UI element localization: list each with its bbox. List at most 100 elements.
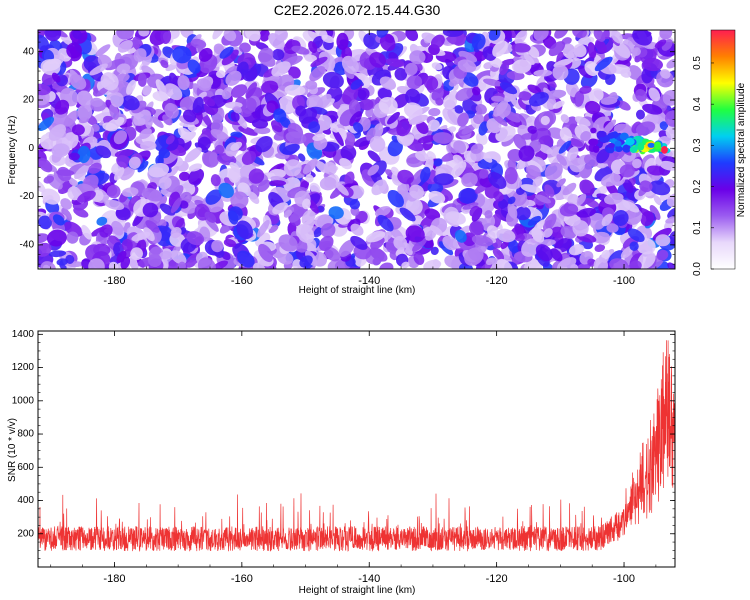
spectrogram-cell <box>562 182 577 196</box>
spectrogram-cell <box>483 78 503 87</box>
spectrogram-cell <box>559 127 573 142</box>
spectrogram-cell <box>635 89 647 102</box>
spectrogram-cell <box>115 207 131 221</box>
spectrogram-cell <box>236 250 255 268</box>
spectrogram-cell <box>52 214 65 226</box>
spectrogram-cell <box>619 164 635 178</box>
x-tick-label: -120 <box>486 275 508 287</box>
spectrogram-cell <box>655 234 671 247</box>
spectrogram-cell <box>642 103 663 115</box>
spectrogram-cell <box>177 127 193 141</box>
spectrogram-cell <box>349 111 363 127</box>
spectrogram-cell <box>649 180 671 196</box>
spectrogram-cell <box>597 130 607 138</box>
spectrogram-cell <box>587 42 597 59</box>
y-tick-label: 600 <box>17 462 34 473</box>
spectrogram-cell <box>308 40 318 54</box>
spectrogram-cell <box>165 135 175 145</box>
spectrogram-cell <box>585 100 601 115</box>
spectrogram-cell <box>667 207 675 219</box>
spectrogram-cell <box>248 191 260 205</box>
x-tick-label: -100 <box>613 573 635 585</box>
spectrogram-cell <box>572 30 587 39</box>
spectrogram-cell <box>669 231 675 246</box>
spectrogram-cell <box>245 82 257 99</box>
snr-frame <box>37 330 676 568</box>
spectrogram-cell <box>659 121 669 131</box>
spectrogram-x-axis-label: Height of straight line (km) <box>299 285 416 296</box>
spectrogram-cell <box>323 161 337 175</box>
spectrogram-cell <box>491 95 505 102</box>
spectrogram-cell <box>460 188 477 204</box>
spectrogram-cell <box>405 225 425 243</box>
spectrogram-cell <box>42 58 62 72</box>
spectrogram-cell <box>415 151 429 162</box>
spectrogram-cell <box>622 144 631 153</box>
spectrogram-panel: -180 -160 -140 -120 -100 -40 -20 0 20 40 Height … <box>7 29 676 296</box>
spectrogram-cell <box>38 83 51 96</box>
spectrogram-cell <box>648 87 661 102</box>
spectrogram-cell <box>593 30 606 42</box>
spectrogram-cell <box>454 229 467 243</box>
colorbar-ticks: 0.0 0.1 0.2 0.3 0.4 0.5 <box>692 56 714 276</box>
spectrogram-cell <box>624 208 643 225</box>
spectrogram-cell <box>230 131 243 138</box>
spectrogram-cell <box>445 211 466 225</box>
spectrogram-cell <box>593 257 609 269</box>
x-tick-label: -160 <box>231 275 253 287</box>
spectrogram-cell <box>654 141 662 150</box>
spectrogram-cell <box>116 63 131 74</box>
spectrogram-cell <box>493 191 504 202</box>
spectrogram-cell <box>588 138 599 146</box>
spectrogram-cell <box>88 162 102 174</box>
spectrogram-cell <box>51 143 70 158</box>
spectrogram-cell <box>492 40 508 57</box>
spectrogram-cell <box>137 160 149 173</box>
spectrogram-cell <box>145 115 153 129</box>
spectrogram-cell <box>552 100 565 109</box>
spectrogram-cell <box>268 168 286 179</box>
spectrogram-cell <box>450 161 467 179</box>
spectrogram-cell <box>405 30 419 42</box>
spectrogram-cell <box>145 220 160 233</box>
spectrogram-cell <box>405 88 421 106</box>
spectrogram-cell <box>487 172 507 189</box>
spectrogram-cell <box>223 30 237 42</box>
spectrogram-cell <box>272 202 288 215</box>
spectrogram-cell <box>299 255 313 268</box>
spectrogram-cell <box>218 182 234 199</box>
spectrogram-cell <box>430 34 445 49</box>
spectrogram-cell <box>51 72 61 83</box>
spectrogram-cell <box>38 233 49 244</box>
spectrogram-cell <box>298 153 306 162</box>
spectrogram-cell <box>228 210 239 225</box>
spectrogram-cell <box>479 168 489 179</box>
spectrogram-cell <box>198 47 213 62</box>
spectrogram-cell <box>374 206 391 217</box>
spectrogram-cell <box>236 220 253 240</box>
spectrogram-cell <box>230 111 240 122</box>
spectrogram-cell <box>251 118 269 129</box>
spectrogram-cell <box>90 97 104 108</box>
spectrogram-cell <box>66 42 82 59</box>
spectrogram-cell <box>289 209 305 223</box>
spectrogram-cell <box>288 66 301 79</box>
spectrogram-y-ticks: -40 -20 0 20 40 <box>20 32 675 265</box>
spectrogram-cell <box>428 190 446 204</box>
spectrogram-cell <box>401 261 410 269</box>
spectrogram-cell <box>576 207 597 218</box>
spectrogram-cell <box>594 56 613 72</box>
y-tick-label: 0 <box>28 143 34 154</box>
spectrogram-cells <box>38 30 675 269</box>
spectrogram-cell <box>406 74 423 90</box>
snr-plot-area <box>38 331 675 567</box>
spectrogram-cell <box>336 32 349 51</box>
spectrogram-cell <box>636 238 656 255</box>
spectrogram-cell <box>142 85 152 96</box>
spectrogram-cell <box>132 213 144 227</box>
spectrogram-frame <box>37 29 676 270</box>
spectrogram-cell <box>409 50 426 65</box>
spectrogram-cell <box>257 179 271 193</box>
spectrogram-cell <box>350 235 368 250</box>
spectrogram-cell <box>471 234 493 247</box>
